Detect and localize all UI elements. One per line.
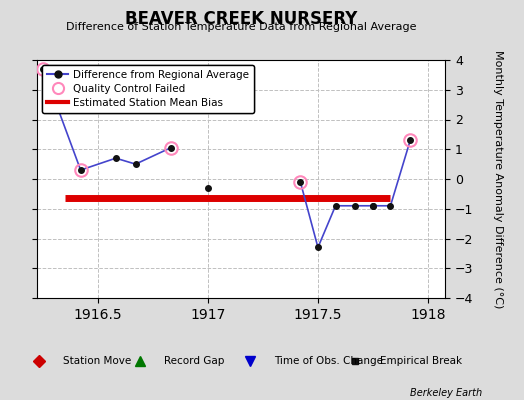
Text: Station Move: Station Move xyxy=(63,356,131,366)
Text: Berkeley Earth: Berkeley Earth xyxy=(410,388,482,398)
Text: Record Gap: Record Gap xyxy=(164,356,224,366)
Text: Empirical Break: Empirical Break xyxy=(380,356,462,366)
Y-axis label: Monthly Temperature Anomaly Difference (°C): Monthly Temperature Anomaly Difference (… xyxy=(493,50,503,308)
Text: Difference of Station Temperature Data from Regional Average: Difference of Station Temperature Data f… xyxy=(66,22,416,32)
Legend: Difference from Regional Average, Quality Control Failed, Estimated Station Mean: Difference from Regional Average, Qualit… xyxy=(42,65,254,113)
Text: Time of Obs. Change: Time of Obs. Change xyxy=(274,356,383,366)
Text: BEAVER CREEK NURSERY: BEAVER CREEK NURSERY xyxy=(125,10,357,28)
